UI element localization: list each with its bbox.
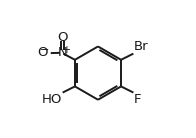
Text: F: F [134,93,142,106]
Text: +: + [62,45,70,55]
Text: O: O [37,47,48,59]
Text: HO: HO [42,93,62,106]
Text: O: O [57,31,68,44]
Text: N: N [58,46,67,59]
Text: −: − [40,45,49,55]
Text: Br: Br [134,40,149,53]
